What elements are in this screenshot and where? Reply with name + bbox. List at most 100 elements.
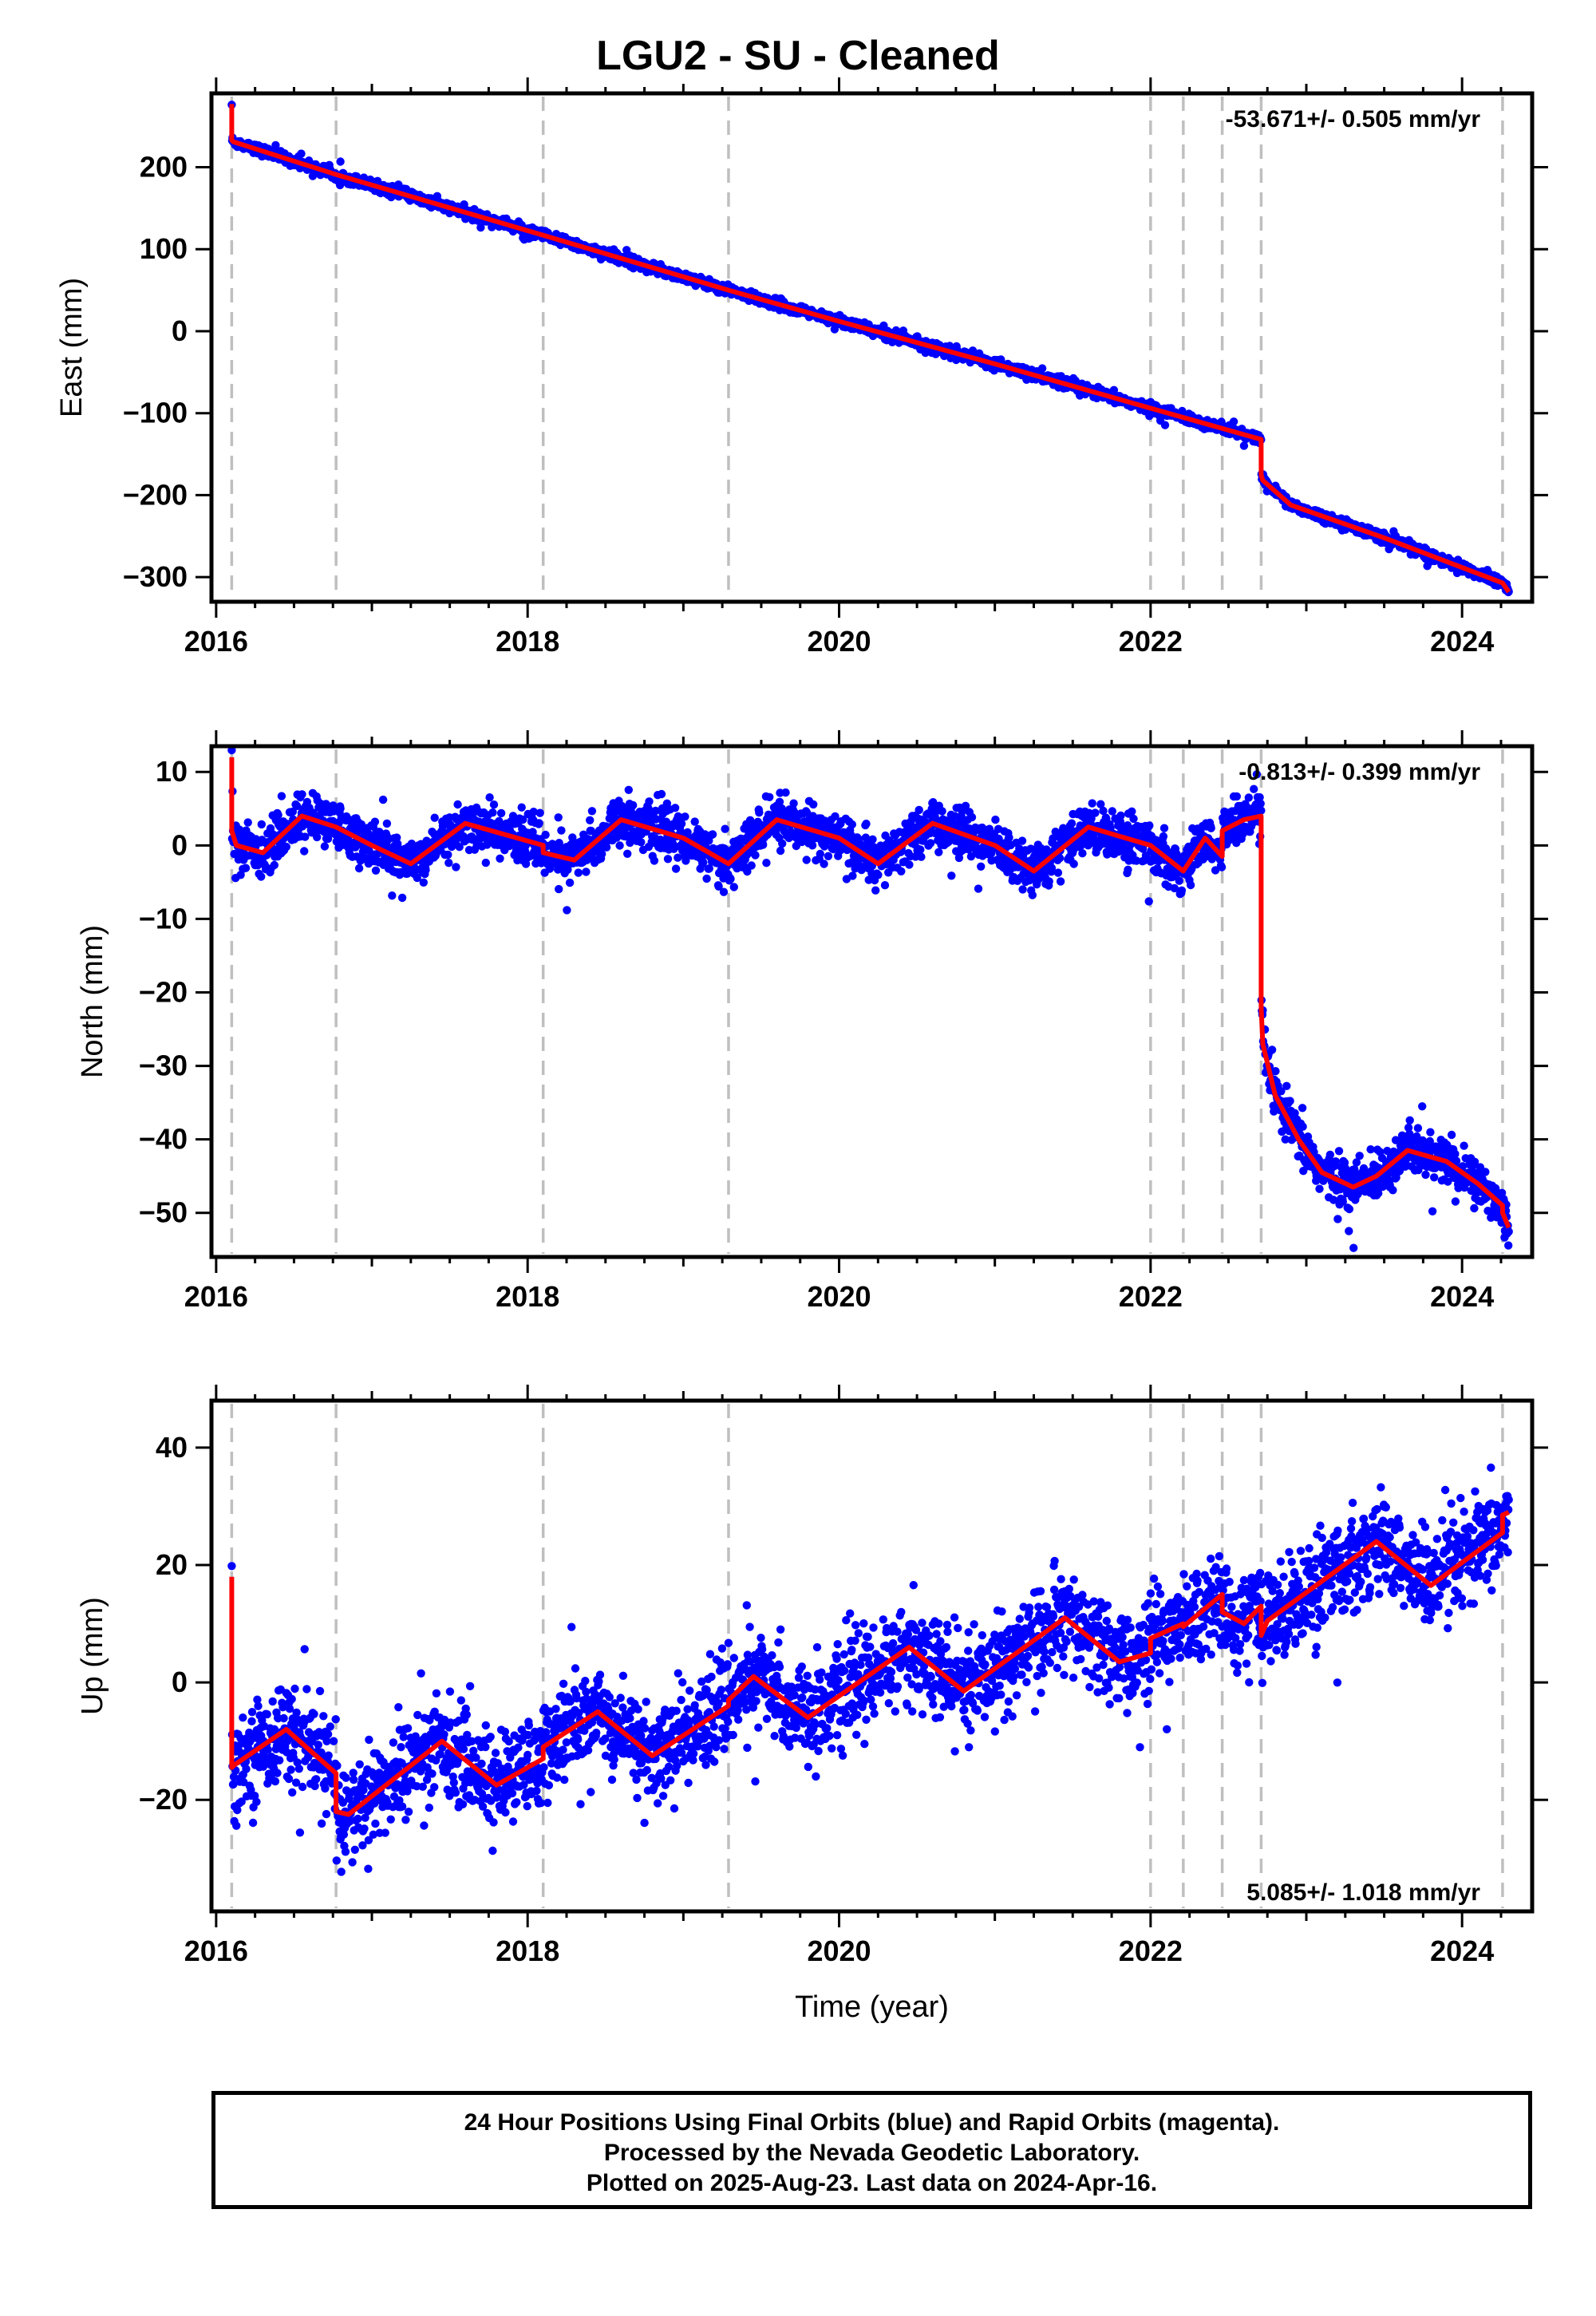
north-data-point [650, 856, 659, 865]
north-data-point [991, 815, 1000, 824]
north-data-point [241, 864, 251, 872]
north-data-point [452, 863, 460, 871]
north-data-point [313, 832, 322, 842]
north-data-point [615, 841, 624, 850]
east-y-tick-label: 0 [172, 314, 188, 347]
east-data-point [1160, 421, 1170, 429]
east-data-point [476, 223, 485, 232]
north-data-point [1017, 836, 1027, 845]
east-y-tick-label: −100 [123, 397, 188, 429]
east-x-tick-label: 2018 [496, 625, 559, 658]
east-y-tick-label: −200 [123, 478, 188, 511]
north-data-point [227, 746, 236, 755]
north-data-point [747, 861, 756, 870]
north-data-point [444, 859, 453, 868]
north-data-point [880, 881, 890, 890]
north-data-point [563, 906, 571, 915]
north-data-point [301, 832, 310, 841]
north-data-point [274, 811, 282, 820]
north-data-point [243, 818, 252, 827]
north-data-point [496, 808, 506, 818]
north-data-point [257, 820, 266, 829]
north-data-point [915, 805, 923, 815]
north-data-point [453, 800, 462, 809]
east-rate-label: -53.671+/- 0.505 mm/yr [1226, 106, 1481, 132]
north-data-point [444, 850, 452, 860]
north-data-point [871, 886, 880, 895]
north-data-point [388, 891, 397, 900]
north-data-point [419, 878, 428, 887]
north-data-point [938, 807, 946, 816]
north-data-point [677, 819, 686, 828]
north-data-point [354, 864, 364, 873]
north-data-point [802, 856, 811, 864]
east-y-tick-label: 200 [140, 150, 188, 183]
north-data-point [481, 858, 490, 868]
north-data-points [227, 746, 1513, 1252]
north-data-point [905, 860, 914, 869]
north-data-point [378, 795, 388, 804]
north-data-point [496, 854, 504, 864]
north-data-point [1005, 833, 1013, 842]
north-data-point [967, 812, 977, 822]
north-data-point [809, 800, 818, 809]
north-data-point [541, 830, 550, 840]
north-data-point [629, 800, 638, 810]
north-data-point [535, 808, 544, 817]
north-data-point [759, 840, 768, 849]
north-data-point [816, 849, 824, 859]
east-data-point [1037, 364, 1047, 373]
north-data-point [270, 860, 279, 870]
east-data-point [271, 140, 280, 150]
north-data-point [382, 819, 392, 828]
north-data-point [488, 808, 497, 817]
north-data-point [535, 819, 543, 828]
north-data-point [554, 813, 563, 822]
north-data-point [670, 804, 680, 812]
north-data-point [916, 845, 925, 854]
north-data-point [557, 826, 566, 835]
north-data-point [371, 866, 381, 875]
north-data-point [974, 884, 983, 893]
north-data-point [555, 884, 563, 894]
north-data-point [690, 817, 699, 826]
north-data-point [719, 887, 729, 896]
north-data-point [298, 790, 306, 799]
north-data-point [947, 871, 956, 880]
east-data-point [297, 149, 306, 158]
north-data-point [657, 789, 666, 799]
north-data-point [336, 804, 345, 813]
north-data-point [485, 793, 494, 802]
east-x-tick-label: 2020 [807, 625, 871, 658]
north-data-point [565, 878, 575, 887]
north-data-point [776, 846, 785, 856]
north-data-point [421, 865, 430, 875]
north-data-point [897, 867, 906, 876]
north-data-point [370, 817, 380, 826]
north-data-point [574, 868, 583, 877]
north-data-point [824, 852, 833, 861]
east-data-points [227, 101, 1513, 597]
east-y-tick-label: 100 [140, 232, 188, 265]
north-data-point [671, 864, 681, 873]
north-data-point [726, 875, 735, 883]
east-data-point [1239, 441, 1249, 450]
east-y-tick-label: −300 [123, 560, 188, 593]
north-data-point [292, 801, 302, 811]
east-data-point [336, 157, 345, 166]
north-data-point [765, 792, 774, 801]
north-data-point [489, 800, 499, 809]
north-data-point [789, 799, 798, 808]
north-data-point [755, 808, 764, 817]
north-data-point [702, 874, 711, 883]
north-data-point [277, 792, 286, 800]
north-data-point [587, 807, 597, 816]
north-data-point [623, 849, 632, 859]
page-title: LGU2 - SU - Cleaned [596, 33, 1000, 79]
north-data-point [282, 842, 290, 852]
north-data-point [862, 820, 871, 828]
north-data-point [934, 848, 943, 857]
north-data-point [778, 839, 787, 848]
north-data-point [397, 893, 407, 903]
east-x-tick-label: 2024 [1430, 625, 1494, 658]
